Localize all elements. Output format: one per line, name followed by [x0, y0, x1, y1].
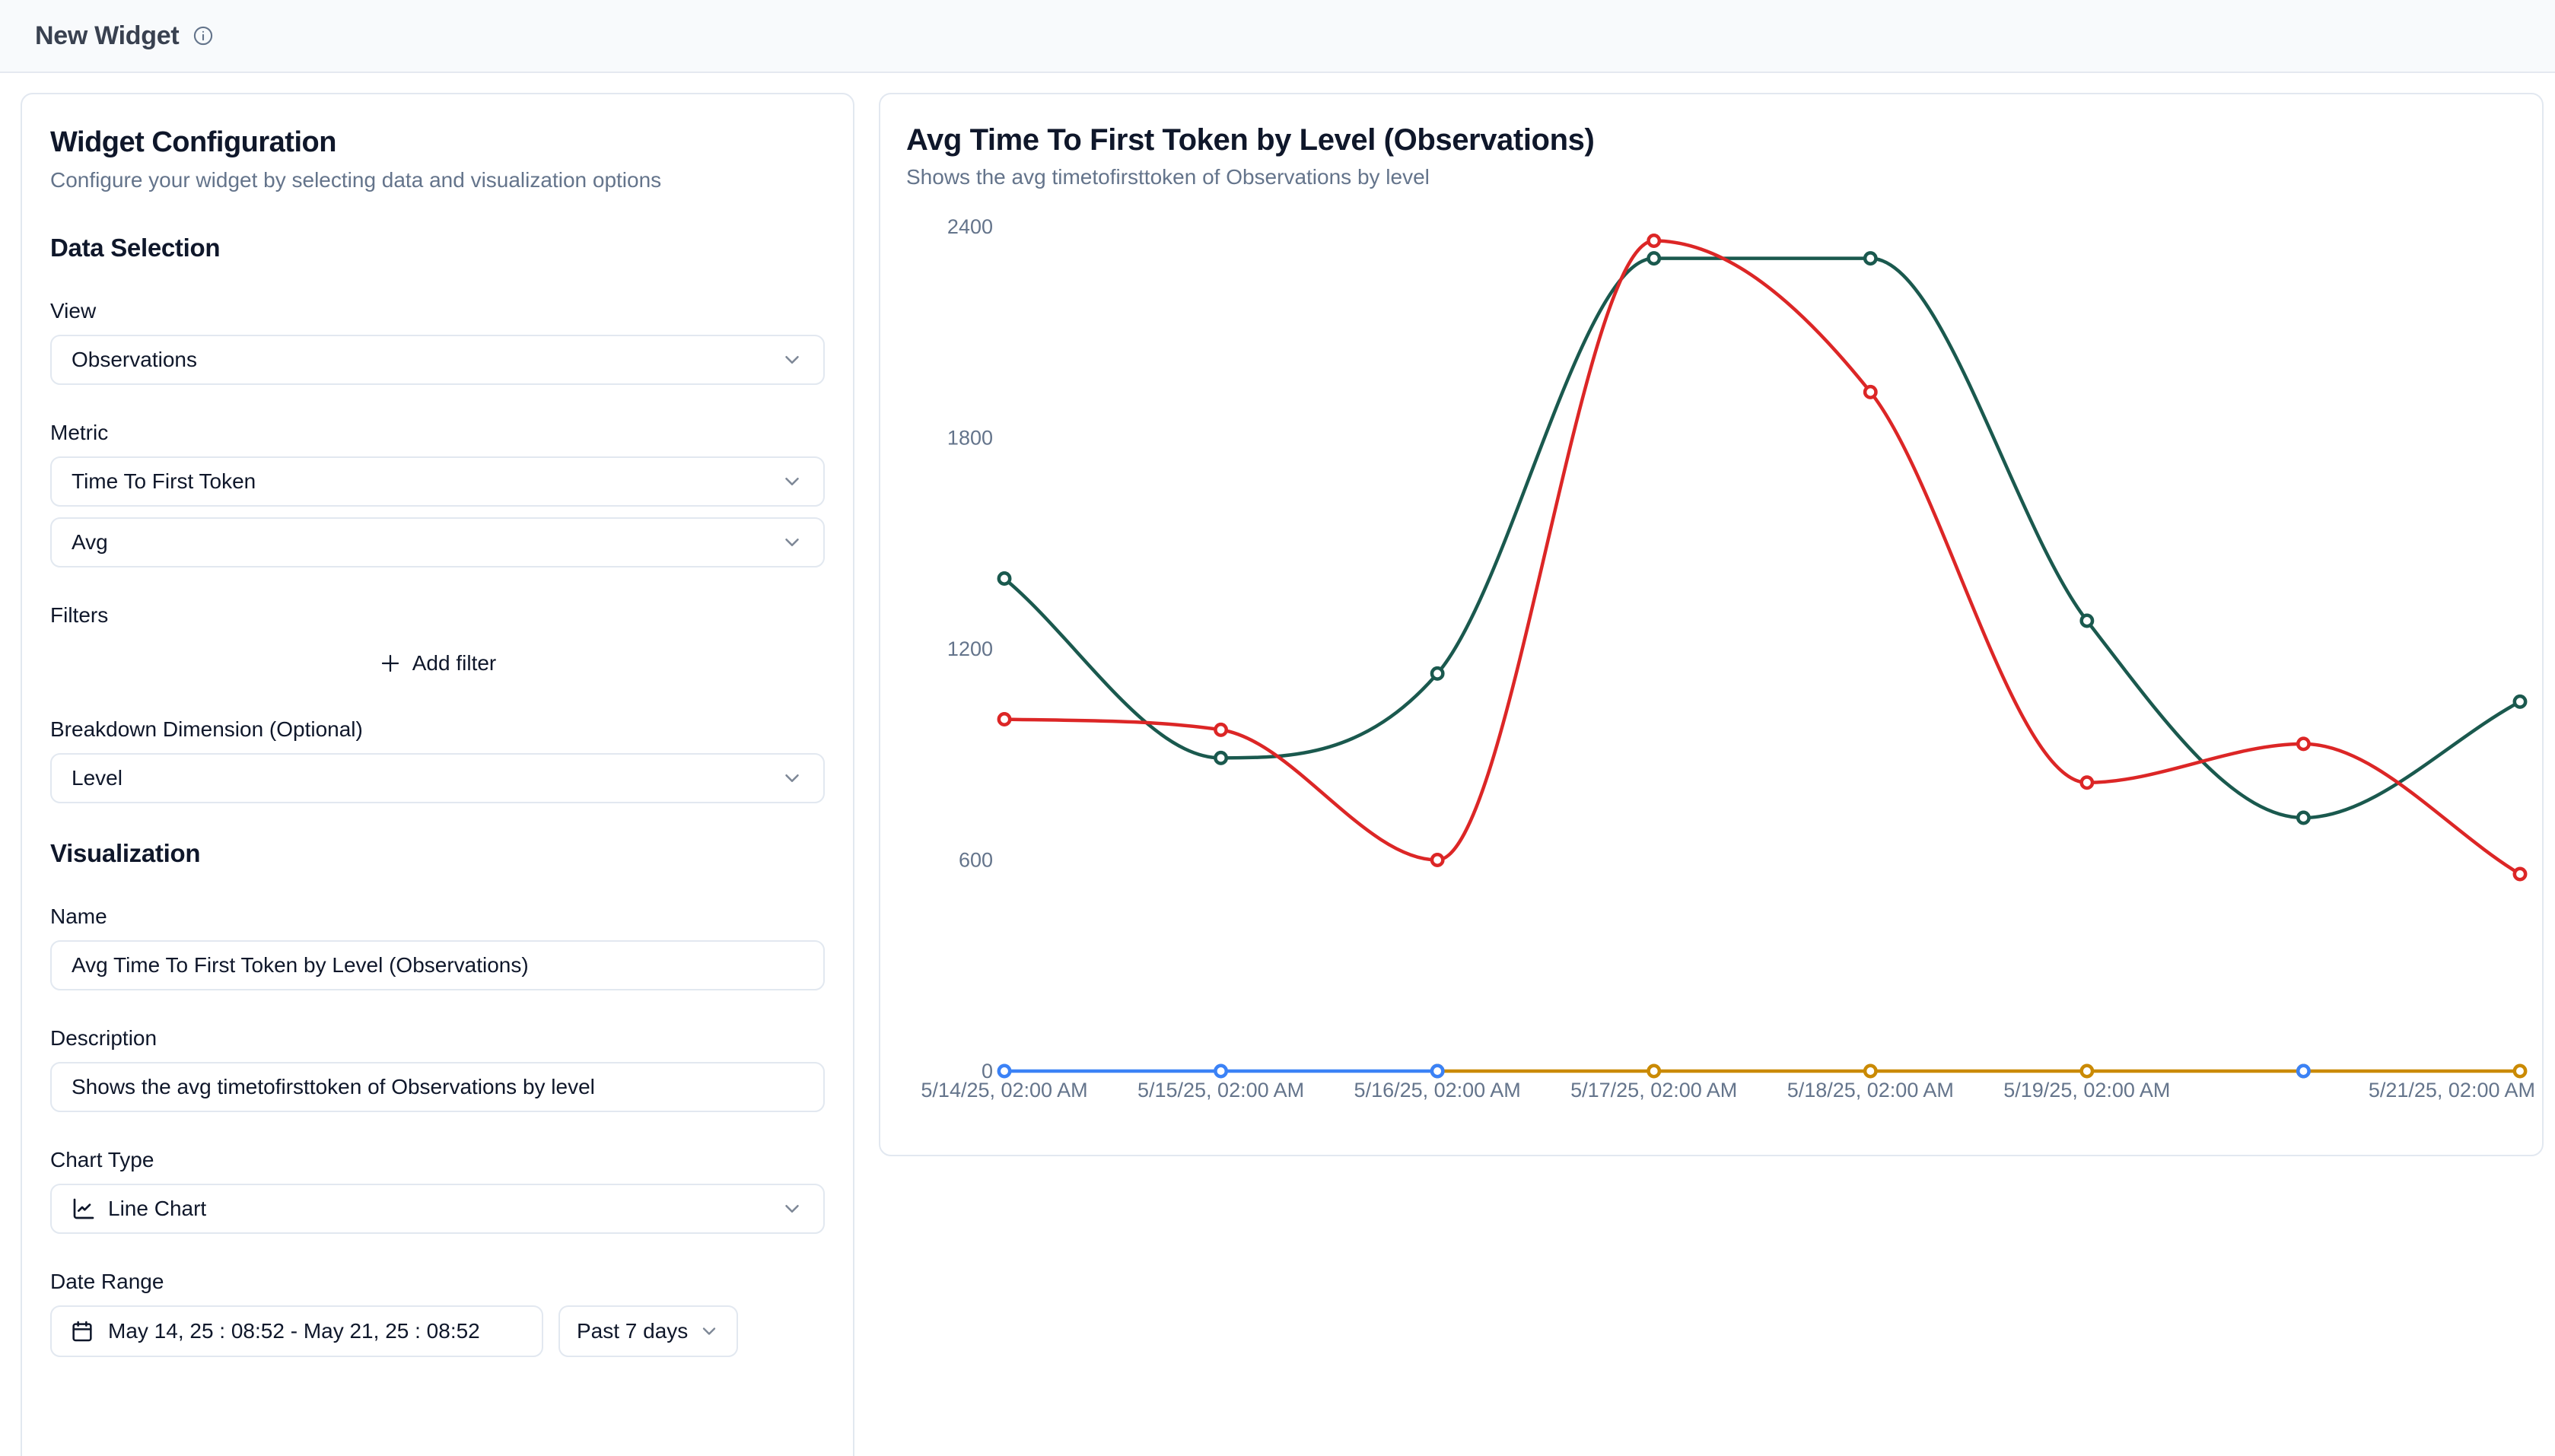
date-range-value: May 14, 25 : 08:52 - May 21, 25 : 08:52: [108, 1319, 480, 1343]
series-orange-point: [2079, 1063, 2095, 1079]
data-selection-heading: Data Selection: [50, 234, 221, 262]
add-filter-button[interactable]: Add filter: [361, 641, 515, 686]
chart-type-select-value: Line Chart: [108, 1197, 207, 1220]
filters-label: Filters: [50, 603, 109, 627]
series-red-point: [2079, 775, 2095, 790]
svg-text:5/19/25, 02:00 AM: 5/19/25, 02:00 AM: [2003, 1079, 2170, 1102]
visualization-heading: Visualization: [50, 839, 201, 867]
svg-text:5/15/25, 02:00 AM: 5/15/25, 02:00 AM: [1138, 1079, 1304, 1102]
config-title: Widget Configuration: [50, 126, 336, 158]
series-teal-point: [1863, 251, 1878, 266]
view-select-value: Observations: [72, 348, 197, 371]
series-red-line: [1002, 239, 2522, 876]
svg-text:5/17/25, 02:00 AM: 5/17/25, 02:00 AM: [1570, 1079, 1737, 1102]
name-input[interactable]: [50, 940, 825, 990]
svg-text:600: 600: [959, 849, 993, 872]
config-subtitle: Configure your widget by selecting data …: [50, 168, 662, 192]
aggregation-select-value: Avg: [72, 530, 108, 554]
svg-text:5/18/25, 02:00 AM: 5/18/25, 02:00 AM: [1787, 1079, 1954, 1102]
svg-text:1800: 1800: [947, 427, 993, 450]
page-title: New Widget: [35, 21, 180, 50]
series-blue-point: [2296, 1063, 2311, 1079]
series-teal-point: [1214, 750, 1229, 765]
series-red-point: [1647, 234, 1662, 248]
metric-select[interactable]: Time To First Token: [50, 456, 825, 507]
chart-title: Avg Time To First Token by Level (Observ…: [906, 123, 1595, 157]
view-label: View: [50, 299, 97, 323]
chevron-down-icon: [785, 478, 799, 485]
chart-type-label: Chart Type: [50, 1148, 154, 1171]
series-orange-point: [2512, 1063, 2528, 1079]
series-teal-point: [1430, 666, 1445, 681]
name-label: Name: [50, 904, 107, 928]
series-red-point: [2296, 736, 2311, 752]
info-icon[interactable]: [192, 25, 214, 46]
date-range-button[interactable]: May 14, 25 : 08:52 - May 21, 25 : 08:52: [50, 1305, 543, 1357]
svg-text:2400: 2400: [947, 215, 993, 238]
date-preset-value: Past 7 days: [577, 1319, 689, 1343]
chevron-down-icon: [785, 1205, 799, 1213]
chevron-down-icon: [785, 774, 799, 782]
breakdown-select-value: Level: [72, 766, 123, 790]
line-chart-icon: [73, 1198, 94, 1219]
svg-text:5/14/25, 02:00 AM: 5/14/25, 02:00 AM: [921, 1079, 1087, 1102]
svg-text:5/16/25, 02:00 AM: 5/16/25, 02:00 AM: [1354, 1079, 1521, 1102]
add-filter-label: Add filter: [412, 651, 497, 675]
series-red-point: [1214, 722, 1229, 737]
series-teal-point: [2079, 613, 2095, 628]
date-range-label: Date Range: [50, 1270, 164, 1293]
series-teal-line: [1002, 256, 2522, 820]
series-red-point: [1863, 384, 1878, 399]
metric-select-value: Time To First Token: [72, 469, 256, 493]
series-blue-point: [1214, 1063, 1229, 1079]
breakdown-label: Breakdown Dimension (Optional): [50, 717, 363, 741]
series-blue-point: [997, 1063, 1012, 1079]
series-orange-point: [1863, 1063, 1878, 1079]
chart-preview-card: Avg Time To First Token by Level (Observ…: [879, 93, 2544, 1156]
chevron-down-icon: [703, 1327, 716, 1335]
series-teal-point: [997, 571, 1012, 586]
description-input[interactable]: [50, 1062, 825, 1112]
widget-configuration-card: Widget Configuration Configure your widg…: [21, 93, 854, 1456]
description-label: Description: [50, 1026, 158, 1050]
page-header: New Widget: [0, 0, 2555, 73]
chart-subtitle: Shows the avg timetofirsttoken of Observ…: [906, 165, 1430, 189]
series-teal-point: [2296, 810, 2311, 825]
chart-type-select[interactable]: Line Chart: [50, 1184, 825, 1234]
breakdown-select[interactable]: Level: [50, 753, 825, 803]
line-chart[interactable]: 0 600 1200 1800 2400 5/14/25, 02:00 AM 5/15/25…: [899, 207, 2535, 1112]
series-red-point: [997, 712, 1012, 726]
view-select[interactable]: Observations: [50, 335, 825, 385]
series-red-point: [2512, 866, 2528, 882]
series-blue-point: [1430, 1063, 1445, 1079]
svg-text:5/21/25, 02:00 AM: 5/21/25, 02:00 AM: [2369, 1079, 2535, 1102]
plus-icon: [381, 654, 399, 672]
series-orange-point: [1647, 1063, 1662, 1079]
aggregation-select[interactable]: Avg: [50, 517, 825, 567]
calendar-icon: [72, 1321, 92, 1342]
svg-text:0: 0: [982, 1060, 993, 1082]
series-red-point: [1430, 853, 1445, 867]
chevron-down-icon: [785, 356, 799, 364]
svg-text:1200: 1200: [947, 637, 993, 660]
date-preset-button[interactable]: Past 7 days: [558, 1305, 739, 1357]
metric-label: Metric: [50, 421, 109, 444]
series-teal-point: [1647, 251, 1662, 266]
series-teal-point: [2512, 694, 2528, 709]
chevron-down-icon: [785, 539, 799, 546]
